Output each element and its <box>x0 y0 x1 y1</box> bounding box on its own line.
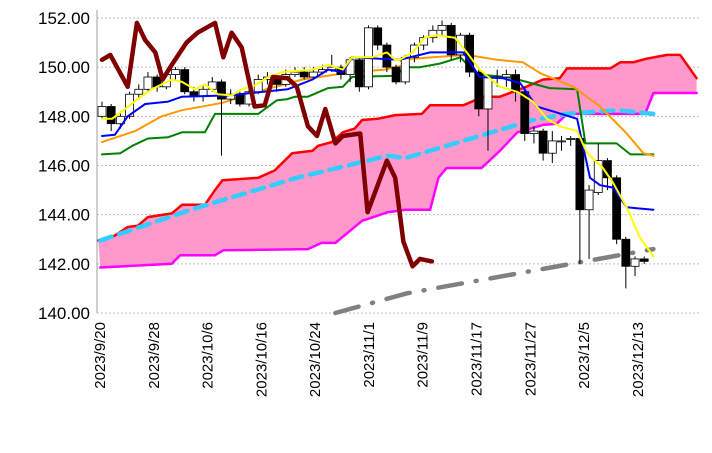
lagging-span-line <box>99 20 435 269</box>
candle <box>180 67 190 95</box>
candle-body <box>308 71 318 78</box>
candle <box>630 256 640 277</box>
candle <box>612 175 622 245</box>
y-tick-label: 140.00 <box>38 304 90 323</box>
candle-body <box>428 29 438 39</box>
candle <box>566 136 576 146</box>
candle-body <box>400 56 410 83</box>
candle-body <box>437 24 447 31</box>
candle <box>428 25 438 43</box>
candle-body <box>235 93 245 105</box>
moving-average-5-line <box>101 34 655 258</box>
candle-body <box>557 140 566 143</box>
candle <box>446 22 456 60</box>
trend-line-line <box>333 246 656 316</box>
candle <box>134 84 144 100</box>
candle <box>97 101 107 119</box>
candle-body <box>621 238 631 267</box>
candle-body <box>299 71 309 78</box>
y-tick-label: 146.00 <box>38 157 90 176</box>
candle-body <box>373 27 383 46</box>
candle-body <box>593 160 603 193</box>
candle-body <box>106 106 116 125</box>
candle-body <box>391 66 401 83</box>
candle <box>373 25 383 50</box>
candle-body <box>612 177 622 240</box>
x-tick-label: 2023/10/16 <box>253 322 270 397</box>
x-tick-label: 2023/11/1 <box>361 322 378 388</box>
candle-body <box>354 59 364 88</box>
candle-body <box>529 130 539 134</box>
y-tick-label: 142.00 <box>38 255 90 274</box>
leading-span-b-line <box>98 91 698 269</box>
x-tick-label: 2023/9/28 <box>146 322 163 389</box>
candle <box>299 67 309 80</box>
x-tick-label: 2023/11/27 <box>522 322 539 396</box>
candle <box>391 64 401 85</box>
x-tick-label: 2023/11/17 <box>468 322 485 396</box>
candle-body <box>474 71 484 110</box>
candle <box>547 131 557 164</box>
candle <box>584 185 594 259</box>
candle-body <box>217 81 226 100</box>
x-tick-label: 2023/12/13 <box>630 322 647 397</box>
candle <box>143 72 153 92</box>
candle-body <box>547 140 557 154</box>
x-tick-label: 2023/10/6 <box>200 322 217 389</box>
candle-body <box>584 189 594 211</box>
candle-body <box>134 88 144 95</box>
leading-span-a-line <box>97 53 698 242</box>
candle-body <box>171 69 180 75</box>
candle <box>290 67 300 77</box>
y-tick-label: 152.00 <box>38 9 90 28</box>
candle <box>639 256 649 264</box>
candle <box>575 136 585 264</box>
candle <box>354 57 364 92</box>
candle-body <box>97 106 107 117</box>
candle-body <box>630 258 640 267</box>
candle <box>538 128 548 161</box>
candle-body <box>143 76 153 90</box>
candle-body <box>446 24 456 56</box>
candle <box>106 104 116 132</box>
candle-body <box>538 130 548 154</box>
ichimoku-cloud <box>98 54 697 268</box>
candle <box>621 236 631 289</box>
x-tick-label: 2023/10/24 <box>307 322 324 397</box>
candle <box>171 67 180 80</box>
candle-body <box>483 76 493 110</box>
candle <box>437 20 447 36</box>
candle <box>557 136 566 151</box>
candle-body <box>575 138 585 211</box>
base-line-line <box>101 56 655 156</box>
candle <box>593 143 603 195</box>
candle-body <box>639 258 649 262</box>
candle-body <box>290 71 300 75</box>
candle-body <box>566 138 576 140</box>
conversion-line-line <box>101 51 655 211</box>
candle-body <box>501 74 511 78</box>
candle-body <box>465 34 475 73</box>
candle <box>217 79 226 156</box>
y-tick-label: 148.00 <box>38 107 90 126</box>
candle <box>529 126 539 144</box>
y-tick-label: 150.00 <box>38 58 90 77</box>
x-tick-label: 2023/12/5 <box>576 322 593 389</box>
x-tick-label: 2023/11/9 <box>415 322 432 388</box>
y-tick-label: 144.00 <box>38 206 90 225</box>
candle-body <box>180 69 190 93</box>
leading-span-trend-line <box>97 107 656 243</box>
x-tick-label: 2023/9/20 <box>92 322 109 389</box>
candle-body <box>520 91 530 134</box>
